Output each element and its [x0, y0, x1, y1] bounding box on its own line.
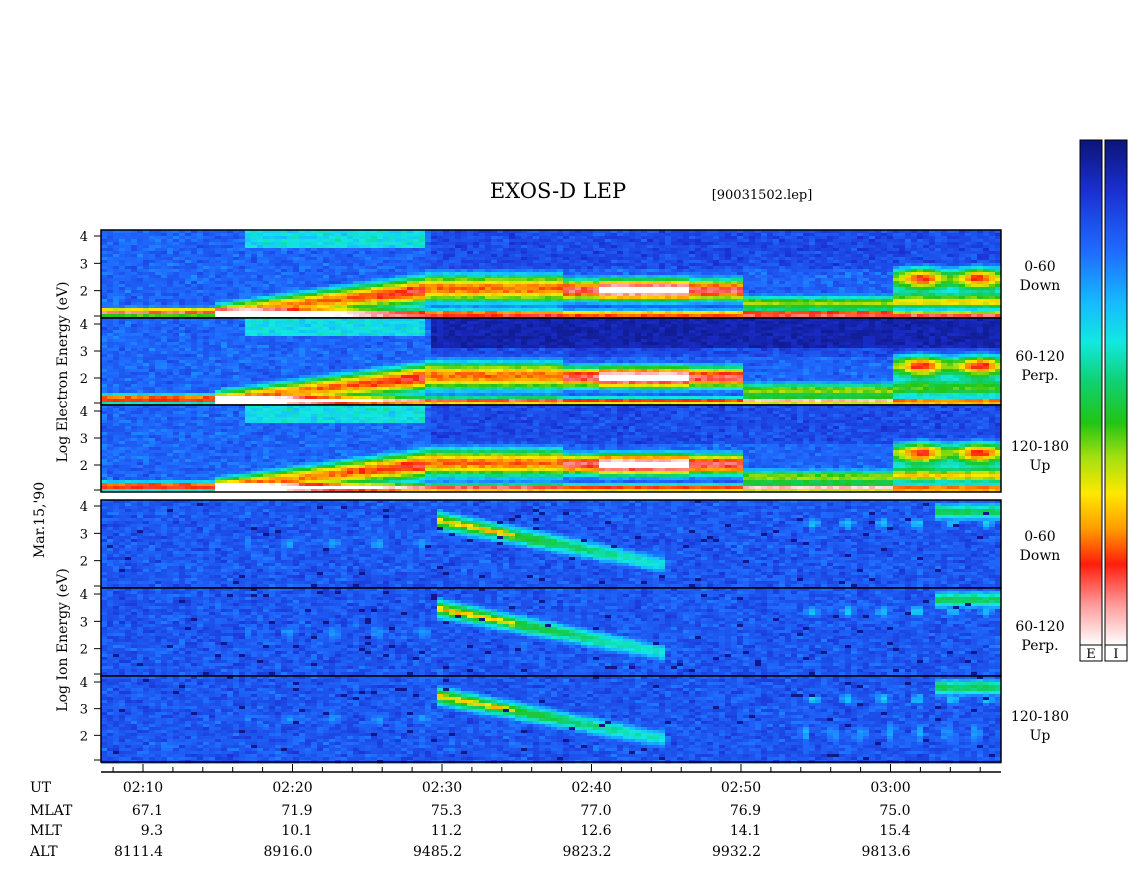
spectrogram-panel-electron-120-180 — [101, 405, 1002, 493]
row-value-alt: 8111.4 — [114, 844, 163, 860]
row-value-mlat: 75.3 — [431, 803, 462, 819]
row-value-mlt: 9.3 — [141, 823, 163, 839]
spectrogram-panel-electron-0-60 — [101, 230, 1002, 321]
electron-y-axis-label: Log Electron Energy (eV) — [55, 281, 71, 462]
date-label: Mar.15,'90 — [32, 482, 48, 558]
y-tick-label: 4 — [80, 500, 88, 515]
channel-label-top: 120-180 — [1011, 709, 1069, 725]
figure-title: EXOS-D LEP — [490, 179, 626, 203]
row-value-mlt: 15.4 — [879, 823, 910, 839]
row-value-ut: 02:40 — [571, 780, 611, 796]
row-value-alt: 9932.2 — [712, 844, 761, 860]
y-tick-label: 2 — [80, 643, 88, 658]
colorbar-ion-gradient — [1105, 140, 1127, 645]
channel-label-bottom: Perp. — [1021, 368, 1058, 384]
channel-label-bottom: Perp. — [1021, 638, 1058, 654]
row-value-alt: 9485.2 — [413, 844, 462, 860]
spectrogram-panel-ion-120-180 — [101, 676, 1002, 764]
colorbar-electron-gradient — [1080, 140, 1102, 645]
row-value-alt: 9813.6 — [862, 844, 911, 860]
spectrogram-panels — [101, 230, 1002, 764]
y-tick-label: 2 — [80, 372, 88, 387]
y-tick-label: 2 — [80, 459, 88, 474]
ion-y-axis-label: Log Ion Energy (eV) — [55, 568, 71, 711]
colorbar-ion: I — [1105, 140, 1127, 662]
row-value-mlt: 10.1 — [281, 823, 312, 839]
x-axis — [101, 764, 1001, 772]
y-tick-label: 2 — [80, 555, 88, 570]
channel-label-top: 60-120 — [1015, 619, 1064, 635]
row-name-ut: UT — [30, 780, 52, 796]
y-tick-label: 3 — [80, 432, 88, 447]
row-value-mlt: 12.6 — [580, 823, 611, 839]
channel-label-top: 0-60 — [1024, 529, 1055, 545]
row-value-ut: 02:10 — [123, 780, 163, 796]
spectrogram-panel-ion-60-120 — [101, 588, 1002, 679]
row-value-mlat: 75.0 — [879, 803, 910, 819]
channel-label-bottom: Up — [1030, 728, 1051, 744]
row-value-mlat: 71.9 — [281, 803, 312, 819]
y-tick-label: 3 — [80, 703, 88, 718]
y-tick-label: 4 — [80, 405, 88, 420]
y-tick-label: 4 — [80, 588, 88, 603]
y-tick-label: 3 — [80, 527, 88, 542]
row-name-alt: ALT — [29, 844, 58, 860]
channel-label-top: 60-120 — [1015, 349, 1064, 365]
row-value-ut: 02:30 — [422, 780, 462, 796]
colorbar-electron-label: E — [1086, 647, 1096, 662]
row-name-mlat: MLAT — [30, 803, 73, 819]
channel-label-bottom: Up — [1030, 458, 1051, 474]
row-value-ut: 02:20 — [272, 780, 312, 796]
row-value-mlt: 14.1 — [730, 823, 761, 839]
row-value-ut: 02:50 — [721, 780, 761, 796]
y-tick-label: 3 — [80, 345, 88, 360]
row-value-mlat: 67.1 — [132, 803, 163, 819]
y-tick-label: 4 — [80, 676, 88, 691]
channel-labels: 0-60 Down 60-120 Perp. 120-180 Up 0-60 Down 60-1… — [1011, 259, 1069, 744]
spectrogram-panel-electron-60-120 — [101, 318, 1002, 406]
spectrogram-panel-ion-0-60 — [101, 500, 1002, 591]
colorbar-electron: E — [1080, 140, 1102, 662]
y-tick-label: 4 — [80, 230, 88, 245]
y-axis-label: Log Electron Energy (eV) — [55, 281, 71, 462]
colorbar-ion-label: I — [1113, 647, 1118, 662]
y-tick-label: 4 — [80, 318, 88, 333]
row-name-mlt: MLT — [30, 823, 62, 839]
channel-label-bottom: Down — [1020, 548, 1061, 564]
row-value-mlat: 77.0 — [580, 803, 611, 819]
channel-label-top: 120-180 — [1011, 439, 1069, 455]
orbit-parameter-rows: UT 02:10 02:20 02:30 02:40 02:50 03:00 MLAT 67.1… — [29, 780, 911, 860]
y-axes: 4 3 2 4 3 2 4 3 2 4 3 2 4 3 2 4 3 2 — [80, 230, 101, 760]
y-tick-label: 2 — [80, 285, 88, 300]
channel-label-bottom: Down — [1020, 278, 1061, 294]
row-value-alt: 9823.2 — [563, 844, 612, 860]
row-value-ut: 03:00 — [870, 780, 910, 796]
row-value-mlat: 76.9 — [730, 803, 761, 819]
channel-label-top: 0-60 — [1024, 259, 1055, 275]
row-value-alt: 8916.0 — [264, 844, 313, 860]
file-label: [90031502.lep] — [712, 188, 813, 203]
y-tick-label: 3 — [80, 615, 88, 630]
y-tick-label: 2 — [80, 729, 88, 744]
y-axis-label: Log Ion Energy (eV) — [55, 568, 71, 711]
y-tick-label: 3 — [80, 257, 88, 272]
row-value-mlt: 11.2 — [431, 823, 462, 839]
